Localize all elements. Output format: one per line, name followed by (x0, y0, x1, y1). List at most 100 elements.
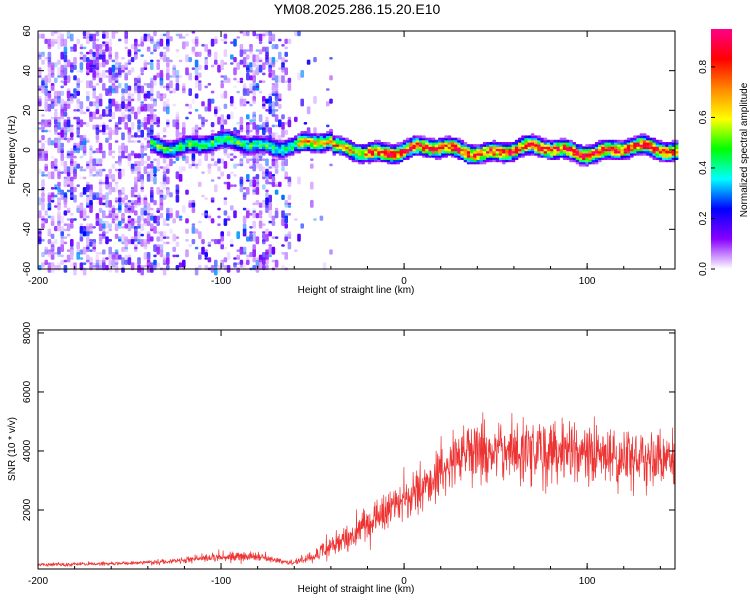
spectrogram-cell (626, 148, 631, 152)
spectrogram-cell (159, 231, 164, 237)
spectrogram-cell (271, 44, 276, 50)
spectrogram-cell (313, 96, 317, 104)
spectrogram-cell (278, 139, 282, 143)
spectrogram-cell (284, 223, 288, 229)
spectrogram-cell (143, 67, 148, 70)
spectrogram-x-tick-label: -200 (28, 276, 48, 287)
spectrogram-cell (438, 150, 442, 154)
spectrogram-cell (98, 124, 103, 128)
spectrogram-cell (428, 144, 433, 147)
spectrogram-cell (76, 163, 80, 169)
spectrogram-cell (265, 197, 269, 206)
spectrogram-cell (44, 249, 48, 255)
spectrogram-cell (591, 150, 596, 154)
spectrogram-cell (98, 44, 103, 50)
spectrogram-cell (476, 161, 481, 165)
spectrogram-cell (220, 38, 224, 42)
spectrogram-cell (182, 36, 186, 39)
spectrogram-cell (44, 140, 48, 143)
spectrogram-cell (367, 148, 372, 152)
spectrogram-cell (89, 168, 93, 174)
spectrogram-cell (86, 57, 90, 63)
spectrogram-cell (415, 152, 420, 156)
spectrogram-x-tick-label: -100 (211, 276, 231, 287)
spectrogram-cell (239, 148, 244, 152)
spectrogram-cell (188, 163, 192, 169)
spectrogram-cell (217, 239, 221, 245)
spectrogram-cell (57, 119, 61, 122)
spectrogram-cell (220, 135, 225, 139)
spectrogram-cell (130, 122, 135, 130)
spectrogram-cell (134, 231, 138, 237)
spectrogram-cell (92, 166, 96, 172)
spectrogram-cell (239, 142, 244, 145)
spectrogram-cell (534, 150, 538, 154)
spectrogram-cell (601, 144, 605, 147)
spectrogram-cell (86, 246, 90, 250)
spectrogram-cell (230, 54, 234, 60)
spectrogram-cell (438, 157, 442, 160)
spectrogram-cell (601, 152, 605, 156)
spectrogram-cell (70, 70, 74, 73)
spectrogram-cell (70, 150, 74, 159)
spectrogram-cell (242, 142, 247, 145)
spectrogram-cell (185, 146, 189, 150)
spectrogram-cell (623, 150, 628, 154)
spectrogram-cell (178, 146, 183, 150)
spectrogram-cell (239, 135, 244, 139)
spectrogram-cell (252, 176, 256, 180)
spectrogram-cell (191, 98, 196, 104)
spectrogram-cell (610, 148, 615, 152)
spectrogram-cell (236, 142, 241, 145)
spectrogram-cell (486, 150, 490, 154)
spectrogram-cell (236, 139, 241, 143)
spectrogram-cell (502, 148, 506, 152)
spectrogram-cell (130, 166, 135, 169)
spectrogram-cell (329, 98, 333, 104)
spectrogram-cell (662, 150, 666, 154)
spectrogram-cell (556, 142, 561, 145)
spectrogram-cell (402, 139, 407, 143)
colorbar-tick-label: 0.8 (698, 60, 709, 74)
spectrogram-cell (178, 152, 183, 156)
spectrogram-cell (383, 159, 388, 163)
spectrogram-cell (210, 218, 215, 224)
spectrogram-cell (418, 144, 423, 147)
spectrogram-cell (255, 187, 260, 195)
spectrogram-cell (287, 144, 292, 147)
spectrogram-cell (284, 122, 288, 125)
spectrogram-cell (351, 159, 356, 163)
spectrogram-cell (601, 150, 605, 154)
spectrogram-cell (166, 207, 170, 213)
spectrogram-cell (313, 148, 317, 152)
spectrogram-cell (124, 36, 128, 44)
spectrogram-cell (281, 148, 285, 152)
spectrogram-cell (380, 150, 385, 154)
spectrogram-cell (502, 157, 506, 160)
spectrogram-cell (281, 161, 285, 167)
spectrogram-cell (271, 146, 276, 150)
spectrogram-cell (242, 187, 247, 190)
spectrogram-cell (185, 139, 189, 143)
spectrogram-cell (178, 33, 183, 39)
spectrogram-cell (242, 57, 247, 65)
spectrogram-cell (540, 137, 545, 141)
spectrogram-cell (79, 155, 84, 159)
spectrogram-cell (303, 142, 308, 145)
spectrogram-cell (540, 150, 545, 154)
spectrogram-cell (124, 67, 128, 70)
spectrogram-cell (66, 36, 71, 39)
spectrogram-cell (47, 90, 52, 94)
spectrogram-cell (642, 133, 647, 136)
spectrogram-cell (281, 122, 285, 130)
spectrogram-cell (524, 150, 529, 154)
spectrogram-cell (137, 215, 141, 224)
spectrogram-cell (118, 226, 122, 229)
spectrogram-cell (127, 59, 132, 63)
spectrogram-cell (492, 144, 497, 147)
spectrogram-cell (239, 127, 244, 133)
spectrogram-cell (460, 148, 465, 152)
spectrogram-cell (150, 236, 154, 242)
spectrogram-cell (118, 103, 122, 112)
spectrogram-cell (76, 109, 80, 112)
